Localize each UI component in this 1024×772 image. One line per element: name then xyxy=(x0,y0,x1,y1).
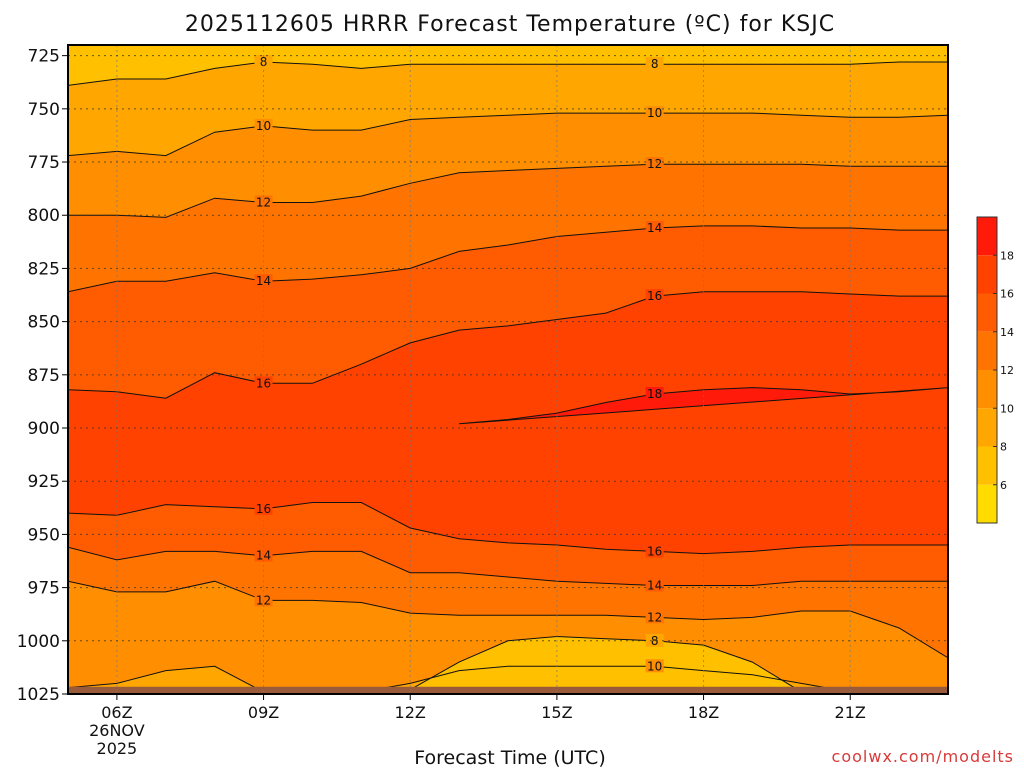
x-tick-label: 18Z xyxy=(688,703,719,722)
contour-line xyxy=(68,291,948,399)
temperature-band xyxy=(68,291,948,554)
y-tick-label: 825 xyxy=(28,259,60,279)
x-tick-label: 12Z xyxy=(395,703,426,722)
contour-label: 12 xyxy=(647,610,662,624)
temperature-fill-layer xyxy=(68,45,948,694)
colorbar-tick-label: 14 xyxy=(1000,326,1014,339)
y-tick-label: 800 xyxy=(28,206,60,226)
colorbar-segment xyxy=(977,331,997,370)
contour-line xyxy=(68,112,948,157)
contour-line xyxy=(408,635,804,693)
y-tick-label: 750 xyxy=(28,100,60,120)
colorbar-tick-label: 8 xyxy=(1000,441,1007,454)
contour-label: 10 xyxy=(647,106,662,120)
contour-label-bg xyxy=(645,220,664,234)
contour-label-bg xyxy=(254,501,273,515)
contour-label-bg xyxy=(645,633,664,647)
contour-label: 18 xyxy=(647,387,662,401)
temperature-band xyxy=(68,164,948,292)
contour-line xyxy=(68,502,948,555)
contour-line-layer: 8810101212141416161816161414121210108 xyxy=(68,55,948,694)
x-tick-label: 15Z xyxy=(541,703,572,722)
colorbar-segment xyxy=(977,484,997,523)
contour-label: 12 xyxy=(647,157,662,171)
y-tick-label: 925 xyxy=(28,472,60,492)
colorbar-tick-label: 18 xyxy=(1000,249,1014,262)
contour-label-bg xyxy=(645,386,664,400)
temperature-band xyxy=(68,62,948,156)
y-tick-label: 725 xyxy=(28,47,60,67)
colorbar-segment xyxy=(977,217,997,256)
grid-layer xyxy=(68,45,948,694)
x-axis-label: Forecast Time (UTC) xyxy=(414,747,605,768)
contour-line xyxy=(459,387,948,425)
contour-line xyxy=(68,665,948,694)
contour-label: 8 xyxy=(260,55,268,69)
y-tick-label: 1000 xyxy=(17,632,60,652)
y-tick-label: 1025 xyxy=(17,685,60,705)
contour-label-bg xyxy=(645,289,664,303)
contour-label: 8 xyxy=(651,57,659,71)
contour-label-bg xyxy=(645,659,664,673)
y-tick-label: 775 xyxy=(28,153,60,173)
contour-line xyxy=(68,163,948,218)
colorbar-tick-label: 6 xyxy=(1000,479,1007,492)
x-date-label: 26NOV xyxy=(89,721,145,740)
contour-line xyxy=(68,225,948,293)
contour-label: 10 xyxy=(647,659,662,673)
temperature-band xyxy=(68,547,948,658)
y-tick-label: 900 xyxy=(28,419,60,439)
contour-label-bg xyxy=(645,157,664,171)
colorbar-tick-label: 16 xyxy=(1000,288,1014,301)
temperature-band xyxy=(68,502,948,586)
contour-label-bg xyxy=(254,376,273,390)
chart-title: 2025112605 HRRR Forecast Temperature (ºC… xyxy=(185,12,835,37)
y-tick-label: 875 xyxy=(28,366,60,386)
contour-label-bg xyxy=(645,106,664,120)
colorbar-tick-label: 12 xyxy=(1000,364,1014,377)
contour-line xyxy=(68,61,948,86)
x-tick-label: 06Z xyxy=(101,703,132,722)
x-date-label: 2025 xyxy=(97,739,138,758)
temperature-band xyxy=(68,113,948,218)
contour-line xyxy=(68,546,948,586)
ground-strip xyxy=(68,686,948,694)
contour-label: 16 xyxy=(647,289,662,303)
colorbar: 6 8 10 12 14 16 18 xyxy=(976,216,1014,524)
contour-label-bg xyxy=(645,544,664,558)
contour-label: 16 xyxy=(256,376,271,390)
temperature-band xyxy=(68,45,948,86)
contour-label: 14 xyxy=(647,578,662,592)
colorbar-tick-label: 10 xyxy=(1000,402,1014,415)
temperature-band xyxy=(68,225,948,399)
colorbar-segment xyxy=(977,255,997,294)
contour-label: 16 xyxy=(647,544,662,558)
plot-frame xyxy=(67,44,949,695)
contour-line xyxy=(68,580,948,659)
contour-label-bg xyxy=(254,593,273,607)
colorbar-segment xyxy=(977,408,997,447)
x-tick-label: 09Z xyxy=(248,703,279,722)
contour-label: 16 xyxy=(256,502,271,516)
y-tick-label: 950 xyxy=(28,525,60,545)
contour-label: 8 xyxy=(651,634,659,648)
colorbar-segment xyxy=(977,370,997,409)
contour-label: 12 xyxy=(256,195,271,209)
contour-label: 14 xyxy=(647,221,662,235)
credit-text[interactable]: coolwx.com/modelts xyxy=(832,747,1014,766)
y-tick-label: 850 xyxy=(28,313,60,333)
contour-label-bg xyxy=(645,578,664,592)
contour-label-bg xyxy=(645,57,664,71)
contour-label-bg xyxy=(645,610,664,624)
colorbar-segment xyxy=(977,293,997,332)
x-tick-label: 21Z xyxy=(835,703,866,722)
axes: 7257507758008258508759009259509751000102… xyxy=(17,44,949,758)
colorbar-segment xyxy=(977,446,997,485)
y-tick-label: 975 xyxy=(28,579,60,599)
plot-area: 8810101212141416161816161414121210108 xyxy=(68,45,948,694)
